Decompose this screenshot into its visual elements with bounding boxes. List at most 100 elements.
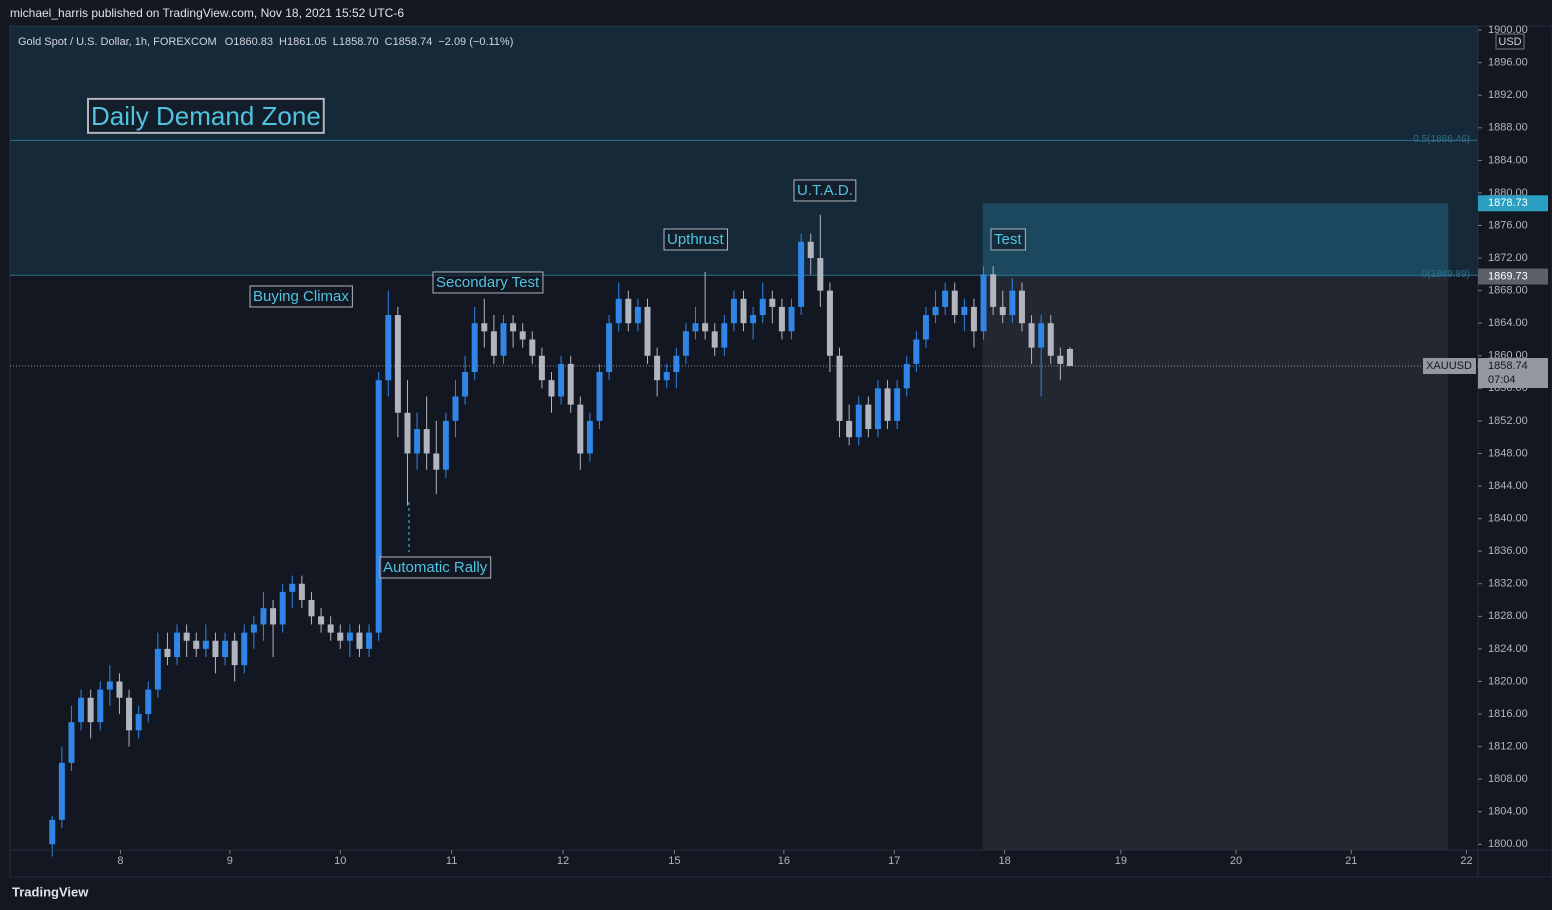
ohlc-value: O1860.83 (225, 36, 273, 48)
candle-body (702, 323, 709, 332)
candle-body (212, 640, 219, 658)
candle-body (404, 412, 411, 454)
candle-body (682, 331, 689, 356)
candle-body (951, 290, 958, 316)
candle-body (1018, 290, 1025, 324)
annotation: Automatic Rally (383, 559, 488, 576)
x-tick-label: 22 (1460, 855, 1472, 867)
candle-body (481, 323, 488, 332)
footer-brand: TradingView (12, 884, 89, 899)
candle-body (990, 274, 997, 307)
candle-body (385, 315, 392, 381)
candle-body (97, 689, 104, 723)
candle-body (826, 290, 833, 356)
candle-body (87, 697, 94, 723)
y-tick-label: 1824.00 (1488, 643, 1528, 655)
y-tick-label: 1892.00 (1488, 89, 1528, 101)
annotation: Daily Demand Zone (91, 101, 321, 131)
y-tick-label: 1820.00 (1488, 675, 1528, 687)
candle-body (462, 372, 469, 397)
candle-body (1057, 355, 1064, 364)
candle-body (327, 624, 334, 633)
annotation-box (663, 228, 729, 251)
target-zone (982, 203, 1449, 277)
candle-body (394, 315, 401, 413)
candle-body (270, 608, 277, 625)
candle-body (510, 323, 517, 332)
candle-body (855, 404, 862, 438)
candle-body (279, 591, 286, 625)
candle-body (711, 331, 718, 348)
annotation: Buying Climax (253, 288, 349, 305)
candle-body (663, 372, 670, 381)
candle-body (433, 453, 440, 470)
candle-body (154, 648, 161, 690)
candle-body (1047, 323, 1054, 356)
candle-body (298, 583, 305, 601)
candle-body (318, 616, 325, 625)
candle-body (337, 632, 344, 641)
candle-body (558, 363, 565, 397)
y-tick-label: 1900.00 (1488, 24, 1528, 36)
y-tick-label: 1808.00 (1488, 773, 1528, 785)
candle-body (414, 429, 421, 454)
candle-body (231, 640, 238, 666)
candle-body (798, 241, 805, 307)
price-tag-label: 1869.73 (1488, 270, 1528, 282)
x-tick-label: 9 (227, 855, 233, 867)
candle-body (1009, 290, 1016, 316)
x-tick-label: 12 (557, 855, 569, 867)
candle-body (423, 429, 430, 454)
y-tick-label: 1852.00 (1488, 415, 1528, 427)
y-tick-label: 1844.00 (1488, 480, 1528, 492)
candle-body (778, 306, 785, 332)
candle-body (135, 714, 142, 731)
annotation: U.T.A.D. (797, 182, 853, 199)
candle-body (865, 404, 872, 430)
y-tick-label: 1848.00 (1488, 447, 1528, 459)
ohlc-value: H1861.05 (279, 36, 327, 48)
candle-body (222, 640, 229, 658)
candle-body (586, 420, 593, 454)
axes: 1800.00 1804.00 1808.00 1812.00 1816.00 1820.… (117, 24, 1548, 867)
annotation-box (249, 285, 353, 308)
candle-body (846, 420, 853, 438)
candle-body (68, 722, 75, 763)
stop-zone (982, 276, 1449, 850)
candle-body (807, 241, 814, 259)
x-tick-label: 21 (1345, 855, 1357, 867)
candle-body (241, 632, 248, 666)
candle-body (193, 640, 200, 649)
candle-body (442, 420, 449, 470)
y-tick-label: 1876.00 (1488, 219, 1528, 231)
published: michael_harris published on TradingView.… (10, 6, 404, 20)
candle-body (692, 323, 699, 332)
candle-body (490, 331, 497, 356)
candle-body (538, 355, 545, 381)
y-tick-label: 1832.00 (1488, 578, 1528, 590)
candle-body (1028, 323, 1035, 348)
y-tick-label: 1804.00 (1488, 806, 1528, 818)
candle-body (529, 339, 536, 356)
candle-body (961, 306, 968, 316)
candle-body (1066, 349, 1073, 367)
price-tag (1478, 358, 1548, 389)
x-tick-label: 17 (888, 855, 900, 867)
candle-body (1038, 323, 1045, 348)
candle-body (106, 681, 113, 690)
candle-body (126, 697, 133, 731)
candle-body (740, 298, 747, 324)
symbol-tag (1423, 358, 1476, 375)
y-tick-label: 1868.00 (1488, 285, 1528, 297)
candle-body (250, 624, 257, 633)
y-tick-label: 1800.00 (1488, 838, 1528, 850)
annotation-box (793, 179, 857, 202)
fib-label: 0.5(1886.46) (1413, 134, 1470, 145)
x-tick-label: 18 (999, 855, 1011, 867)
demand-zone (10, 26, 1478, 276)
candle-body (942, 290, 949, 307)
candle-body (615, 298, 622, 324)
candle-body (606, 323, 613, 373)
candle-body (788, 306, 795, 332)
candle-body (356, 632, 363, 649)
